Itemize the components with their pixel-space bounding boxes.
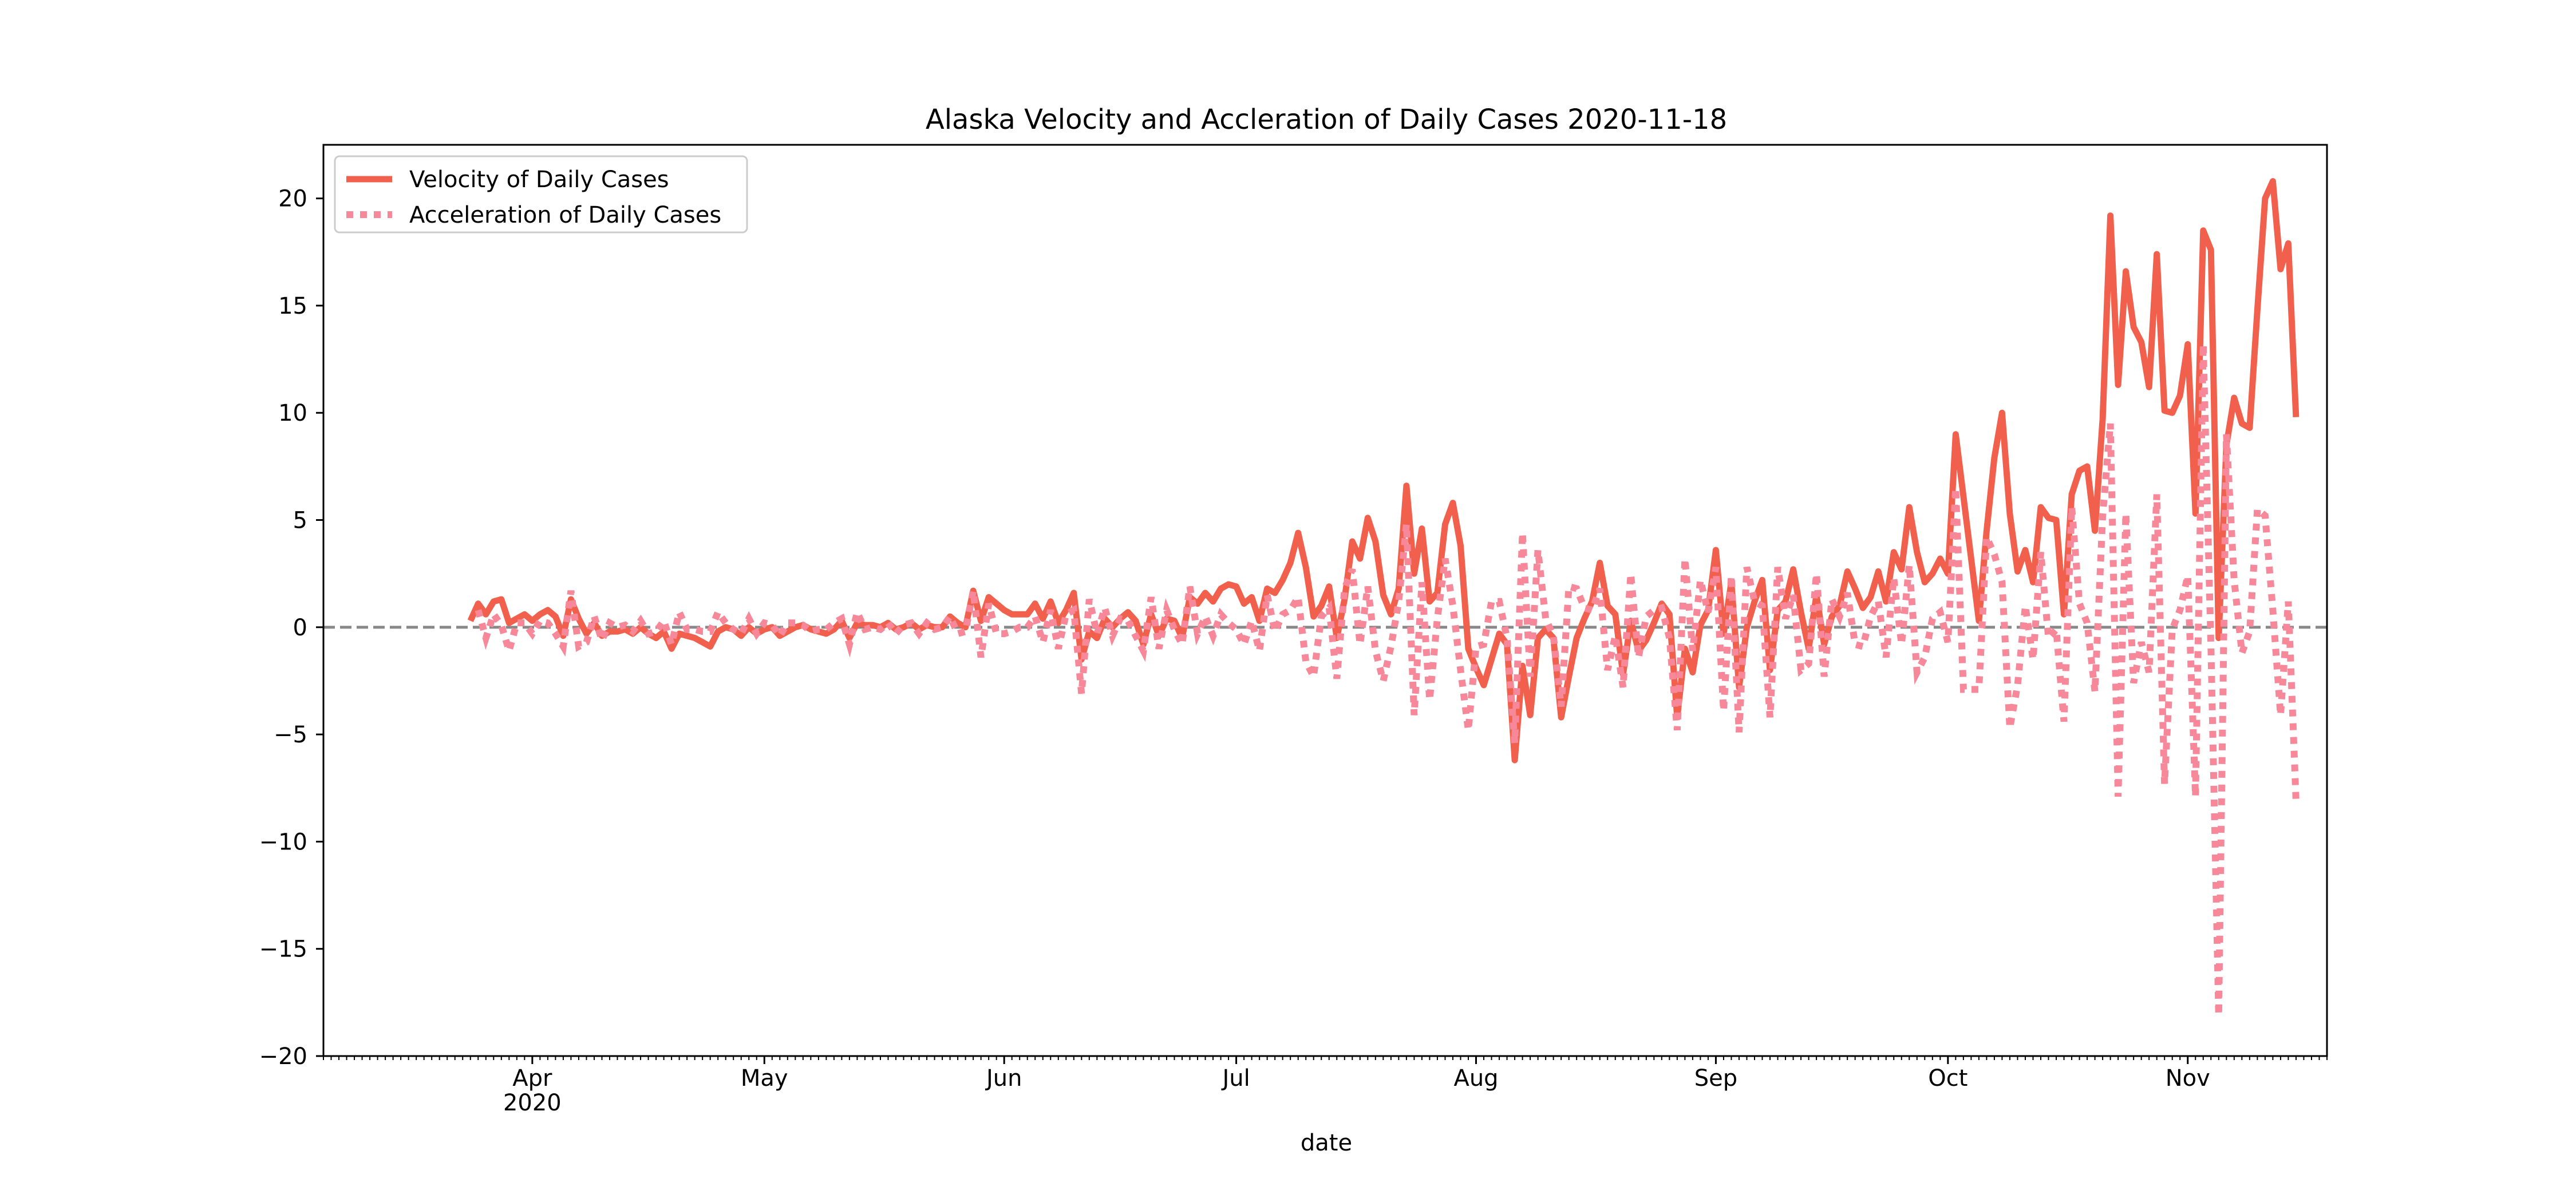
x-tick-label: May: [741, 1065, 788, 1092]
plot-frame: [322, 144, 2328, 1057]
x-tick-label: Aug: [1453, 1065, 1498, 1092]
y-tick-label: −10: [259, 829, 307, 855]
y-axis: 20 15 10 5 0 −5 −10 −15 −20: [259, 186, 323, 1070]
x-axis-label: date: [1301, 1130, 1352, 1156]
y-tick-label: −20: [259, 1043, 307, 1070]
legend: Velocity of Daily Cases Acceleration of D…: [334, 155, 748, 234]
x-tick-label: Jul: [1220, 1065, 1250, 1092]
chart-title: Alaska Velocity and Accleration of Daily…: [926, 104, 1727, 136]
x-tick-sublabel: 2020: [503, 1090, 562, 1116]
x-tick-label: Nov: [2166, 1065, 2210, 1092]
x-tick-label: Jun: [985, 1065, 1022, 1092]
y-tick-label: 20: [278, 186, 307, 212]
x-tick-label: Oct: [1928, 1065, 1967, 1092]
y-tick-label: 10: [278, 400, 307, 426]
legend-label: Velocity of Daily Cases: [409, 167, 669, 193]
y-tick-label: 15: [278, 293, 307, 319]
y-tick-label: 0: [293, 615, 307, 641]
y-tick-label: −15: [259, 936, 307, 963]
acceleration-series-line: [475, 344, 2300, 1015]
legend-label: Acceleration of Daily Cases: [409, 202, 721, 228]
plot-area: [322, 144, 2328, 1057]
legend-box: [334, 155, 748, 234]
y-tick-label: −5: [274, 722, 307, 748]
x-tick-label: Apr: [512, 1065, 552, 1092]
y-tick-label: 5: [293, 508, 307, 534]
x-tick-label: Sep: [1694, 1065, 1737, 1092]
